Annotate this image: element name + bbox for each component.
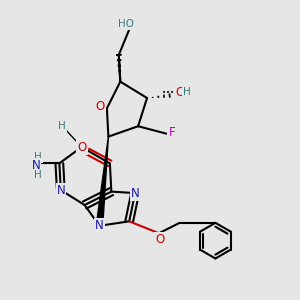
Text: F: F [168, 126, 175, 139]
Text: H: H [58, 121, 66, 131]
Text: O: O [155, 233, 164, 246]
Text: N: N [77, 140, 86, 154]
Text: H: H [34, 152, 42, 162]
Text: N: N [95, 219, 104, 232]
Text: H: H [34, 170, 42, 180]
Text: O: O [78, 141, 87, 154]
Text: •••: ••• [162, 90, 174, 96]
Text: N: N [131, 187, 140, 200]
Text: N: N [56, 184, 65, 196]
Text: O: O [175, 85, 184, 98]
Text: O: O [96, 100, 105, 113]
Text: HO: HO [118, 19, 134, 29]
Text: N: N [32, 159, 40, 172]
Polygon shape [96, 136, 108, 226]
Text: H: H [183, 87, 191, 97]
